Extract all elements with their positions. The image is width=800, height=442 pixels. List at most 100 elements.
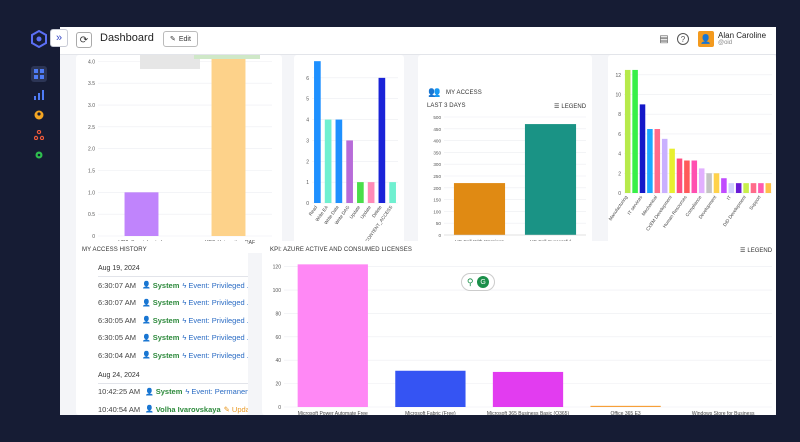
chart-bar[interactable] xyxy=(590,405,661,407)
chart-bar[interactable] xyxy=(378,77,386,203)
chart-bar[interactable] xyxy=(750,183,757,193)
chart-bar[interactable] xyxy=(676,158,683,193)
chart-bar[interactable] xyxy=(453,183,506,235)
y-tick-label: 120 xyxy=(273,265,282,271)
user-icon: 👤 xyxy=(700,33,712,44)
chart-bar[interactable] xyxy=(743,183,749,193)
y-tick-label: 500 xyxy=(433,115,441,120)
chart-bar[interactable] xyxy=(492,371,564,407)
chart-bar[interactable] xyxy=(706,173,712,193)
history-event[interactable]: Event: Privileged ... xyxy=(188,315,248,325)
chart-bar[interactable] xyxy=(735,183,742,193)
history-time: 6:30:04 AM xyxy=(98,350,136,360)
lightning-icon: ϟ xyxy=(182,315,187,325)
chart-bar[interactable] xyxy=(389,182,396,203)
y-tick-label: 4 xyxy=(306,118,309,124)
chart-bar[interactable] xyxy=(297,264,368,407)
nav-dashboard-icon[interactable] xyxy=(31,66,47,82)
history-row[interactable]: 10:40:54 AM 👤Volha Ivarovskaya✎Upda... xyxy=(98,404,248,414)
chart-bar[interactable] xyxy=(324,119,332,203)
history-row[interactable]: 6:30:04 AM 👤 System ϟ Event: Privileged ... xyxy=(98,350,248,360)
y-tick-label: 4.0 xyxy=(88,59,95,65)
y-tick-label: 200 xyxy=(433,186,441,191)
lightning-icon: ϟ xyxy=(182,350,187,360)
y-tick-label: 3.0 xyxy=(88,103,95,109)
user-icon: 👤 xyxy=(142,317,151,324)
chart-bar[interactable] xyxy=(713,173,720,193)
y-tick-label: 80 xyxy=(275,311,281,317)
legend-button[interactable]: ☰ LEGEND xyxy=(554,103,586,111)
refresh-icon[interactable]: ⟳ xyxy=(76,32,92,48)
history-user[interactable]: System xyxy=(152,315,180,325)
chart-bar[interactable] xyxy=(691,160,698,193)
nav-gear-icon[interactable] xyxy=(31,147,47,163)
history-user[interactable]: System xyxy=(152,350,180,360)
history-row[interactable]: 6:30:07 AM 👤 System ϟ Event: Privileged ... xyxy=(98,280,248,290)
x-tick-label: Read xyxy=(308,204,319,216)
history-event[interactable]: Upda... xyxy=(231,404,248,414)
chart-bar[interactable] xyxy=(357,182,364,203)
x-tick-label: CXEM Development xyxy=(645,194,673,232)
document-icon[interactable]: ▤ xyxy=(659,33,669,45)
y-tick-label: 0.5 xyxy=(88,212,95,218)
chart-bar[interactable] xyxy=(367,182,375,203)
chart-bar[interactable] xyxy=(639,104,646,193)
user-name[interactable]: Alan Caroline xyxy=(718,31,767,40)
history-user[interactable]: System xyxy=(152,333,180,342)
chart-bar[interactable] xyxy=(211,57,246,236)
chart-bar[interactable] xyxy=(124,192,159,236)
y-tick-label: 60 xyxy=(275,335,281,341)
y-tick-label: 1 xyxy=(306,180,309,186)
chart-bar[interactable] xyxy=(647,129,653,193)
chart-bar[interactable] xyxy=(624,69,631,193)
history-user[interactable]: System xyxy=(155,387,183,396)
history-user[interactable]: System xyxy=(152,280,180,290)
y-tick-label: 100 xyxy=(273,288,282,294)
history-row[interactable]: 6:30:07 AM 👤 System ϟ Event: Privileged ... xyxy=(98,298,248,308)
avatar[interactable]: 👤 xyxy=(698,31,714,47)
chart-bar[interactable] xyxy=(524,124,577,235)
chart-last-3-days: 050100150200250300350400450500UC Call Wi… xyxy=(433,115,586,245)
history-event[interactable]: Event: Privileged ... xyxy=(188,350,248,360)
card-top-mid: 0 1 2 3 4 5 6 Read Write EA Write Data Write DAG Up… xyxy=(294,55,404,253)
chart-bar[interactable] xyxy=(654,129,661,193)
chart-bar[interactable] xyxy=(698,168,705,193)
chart-bar[interactable] xyxy=(335,119,343,203)
chart-bar[interactable] xyxy=(721,178,727,193)
y-tick-label: 0 xyxy=(92,234,95,240)
chart-bar[interactable] xyxy=(314,61,321,203)
app-logo-icon[interactable] xyxy=(30,29,48,49)
history-row[interactable]: 6:30:05 AM 👤 System ϟ Event: Privileged ... xyxy=(98,333,248,343)
chart-bar[interactable] xyxy=(661,138,668,193)
y-tick-label: 2.5 xyxy=(88,125,95,131)
chart-bar[interactable] xyxy=(684,160,690,193)
chart-bar[interactable] xyxy=(758,183,764,193)
chart-bar[interactable] xyxy=(728,183,735,193)
history-event[interactable]: Event: Privileged ... xyxy=(188,333,248,342)
nav-user-circle-icon[interactable] xyxy=(31,107,47,123)
history-row[interactable]: 6:30:05 AM 👤 System ϟ Event: Privileged ... xyxy=(98,315,248,325)
y-tick-label: 40 xyxy=(275,358,281,364)
nav-chart-icon[interactable] xyxy=(31,87,47,103)
floating-widget[interactable]: ⚲ G xyxy=(461,273,495,291)
history-event[interactable]: Event: Permanen... xyxy=(191,387,248,396)
chart-bar[interactable] xyxy=(765,183,772,193)
help-icon[interactable]: ? xyxy=(677,33,689,45)
chart-bar[interactable] xyxy=(632,69,638,193)
x-tick-label: Manufacturing xyxy=(608,194,629,221)
chart-bar[interactable] xyxy=(395,370,466,407)
chart-bar[interactable] xyxy=(669,148,675,193)
history-event[interactable]: Event: Privileged ... xyxy=(188,280,248,290)
expand-sidebar-button[interactable]: » xyxy=(50,29,68,47)
history-user[interactable]: Volha Ivarovskaya xyxy=(155,404,221,414)
y-tick-label: 0 xyxy=(306,201,309,207)
top-bar: ⟳ Dashboard ✎ Edit ▤ ? 👤 Alan Caroline @… xyxy=(60,27,776,55)
kpi-legend-button[interactable]: ☰ LEGEND xyxy=(740,247,772,255)
history-user[interactable]: System xyxy=(152,298,180,307)
nav-network-icon[interactable] xyxy=(31,127,47,143)
history-event[interactable]: Event: Privileged ... xyxy=(188,298,248,307)
chart-bar[interactable] xyxy=(346,140,353,203)
edit-button[interactable]: ✎ Edit xyxy=(163,31,198,47)
